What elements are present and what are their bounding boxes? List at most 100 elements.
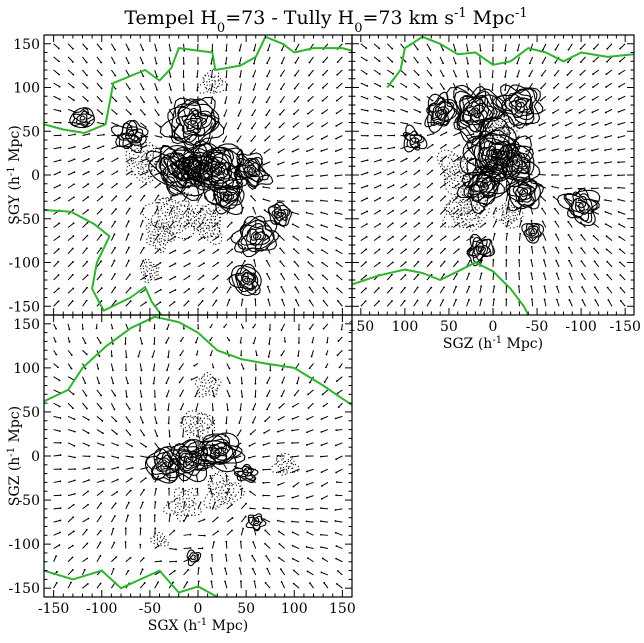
velocity-arrow	[96, 502, 102, 510]
negative-contour	[180, 412, 214, 440]
velocity-arrow-head	[568, 259, 570, 262]
velocity-arrow	[426, 299, 431, 307]
velocity-arrow	[452, 299, 457, 307]
positive-contour	[463, 157, 510, 215]
velocity-arrow	[168, 82, 172, 90]
velocity-arrow-head	[265, 114, 268, 117]
velocity-arrow-head	[265, 259, 268, 262]
velocity-arrow-head	[530, 245, 533, 248]
velocity-arrow-head	[173, 126, 176, 129]
velocity-arrow	[82, 491, 89, 497]
velocity-arrow	[167, 350, 170, 358]
velocity-arrow	[452, 209, 459, 215]
velocity-arrow-head	[517, 272, 520, 274]
velocity-arrow-head	[154, 395, 156, 398]
velocity-arrow-head	[320, 162, 323, 165]
velocity-arrow-head	[113, 62, 116, 64]
velocity-arrow-head	[228, 367, 231, 370]
velocity-arrow-head	[308, 74, 310, 77]
velocity-arrow-head	[431, 143, 434, 146]
velocity-arrow	[294, 95, 300, 102]
velocity-arrow-head	[322, 61, 325, 64]
velocity-arrow-head	[88, 455, 91, 458]
velocity-arrow	[197, 195, 203, 202]
velocity-arrow	[306, 520, 314, 523]
velocity-arrow-head	[392, 184, 395, 187]
velocity-arrow-head	[223, 326, 225, 328]
velocity-arrow-head	[114, 286, 117, 289]
y-tick-label: -100	[9, 537, 40, 553]
velocity-arrow	[360, 197, 368, 202]
velocity-arrow-head	[202, 287, 205, 290]
velocity-arrow-head	[335, 429, 338, 432]
velocity-arrow-head	[263, 151, 266, 154]
velocity-arrow-head	[404, 235, 407, 237]
velocity-arrow-head	[158, 248, 161, 250]
velocity-arrow	[592, 108, 599, 113]
velocity-arrow-head	[617, 174, 620, 177]
positive-contour	[268, 204, 291, 227]
velocity-arrow	[183, 581, 188, 589]
velocity-arrow-head	[241, 298, 244, 301]
velocity-arrow	[67, 545, 74, 549]
velocity-arrow-head	[618, 223, 620, 226]
velocity-arrow	[250, 429, 257, 435]
velocity-arrow-head	[579, 61, 582, 64]
velocity-arrow-head	[117, 456, 120, 459]
velocity-arrow	[168, 442, 172, 450]
velocity-arrow	[556, 286, 560, 294]
velocity-arrow-head	[276, 519, 279, 522]
velocity-arrow-head	[57, 248, 60, 250]
velocity-arrow	[466, 286, 470, 294]
velocity-arrow-head	[277, 484, 280, 486]
velocity-arrow-head	[100, 394, 103, 397]
velocity-arrow-head	[487, 127, 490, 129]
velocity-arrow-head	[320, 138, 323, 140]
velocity-arrow-head	[591, 111, 594, 114]
positive-contour	[525, 225, 540, 239]
y-axis-title: SGZ (h-1 Mpc)	[6, 406, 24, 506]
velocity-arrow-head	[250, 127, 253, 130]
velocity-arrow-head	[308, 367, 311, 370]
velocity-arrow	[96, 247, 102, 255]
velocity-arrow-head	[236, 434, 239, 437]
positive-contour	[499, 144, 531, 178]
velocity-arrow-head	[480, 298, 483, 301]
velocity-arrow-head	[117, 134, 120, 136]
velocity-arrow	[125, 300, 132, 307]
velocity-arrow	[125, 274, 131, 281]
velocity-arrow-head	[335, 112, 338, 115]
velocity-arrow-head	[255, 368, 257, 371]
velocity-arrow	[139, 582, 146, 589]
negative-contour	[486, 110, 521, 144]
velocity-arrow	[307, 570, 314, 576]
velocity-arrow-head	[607, 299, 610, 302]
velocity-arrow-head	[167, 356, 170, 359]
velocity-arrow-head	[334, 162, 337, 165]
velocity-arrow-head	[618, 248, 621, 251]
negative-contour	[203, 382, 212, 390]
velocity-arrow-head	[157, 114, 160, 116]
velocity-arrow	[278, 557, 285, 563]
velocity-arrow	[466, 56, 469, 64]
velocity-arrow	[226, 222, 233, 228]
velocity-arrow	[518, 233, 521, 241]
negative-contour	[209, 79, 217, 87]
velocity-arrow	[320, 520, 329, 523]
velocity-arrow	[554, 208, 560, 215]
velocity-arrow	[386, 222, 394, 228]
velocity-arrow-head	[456, 260, 459, 263]
velocity-arrow	[618, 95, 626, 100]
velocity-arrow-head	[551, 124, 554, 127]
velocity-arrow	[183, 236, 190, 242]
velocity-arrow	[139, 403, 142, 411]
velocity-arrow-head	[152, 382, 155, 385]
velocity-arrow	[165, 376, 170, 384]
velocity-arrow-head	[525, 111, 528, 114]
positive-contour	[250, 517, 262, 527]
velocity-arrow	[240, 376, 243, 384]
velocity-arrow-head	[335, 582, 338, 585]
positive-contour	[69, 107, 95, 129]
velocity-arrow	[297, 350, 300, 357]
velocity-arrow-head	[417, 273, 420, 276]
